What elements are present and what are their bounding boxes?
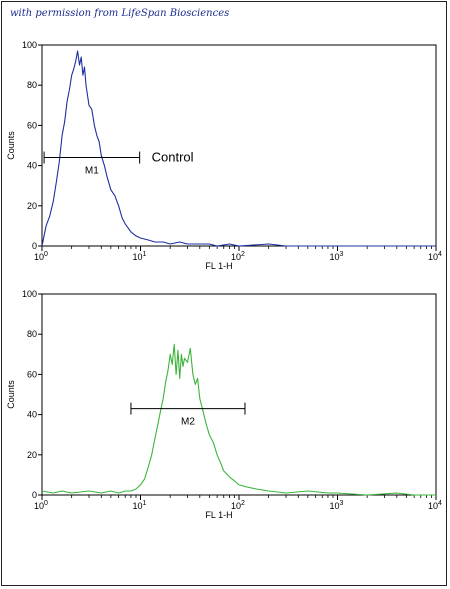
x-tick-exponent: 3 [340, 500, 344, 507]
y-tick-label: 100 [22, 40, 37, 50]
x-axis-label: FL 1-H [205, 510, 232, 520]
x-tick-label: 104 [428, 500, 442, 511]
x-tick-label: 103 [330, 251, 344, 262]
x-tick-exponent: 3 [340, 251, 344, 258]
x-tick-exponent: 0 [44, 500, 48, 507]
plot-area [41, 293, 437, 496]
x-tick-label: 102 [231, 251, 245, 262]
y-tick-label: 80 [27, 329, 37, 339]
y-tick-label: 40 [27, 410, 37, 420]
control-annotation: Control [152, 150, 194, 165]
x-tick-label: 101 [133, 251, 147, 262]
permission-note: with permission from LifeSpan Bioscience… [10, 8, 230, 19]
x-tick-label: 102 [231, 500, 245, 511]
x-tick-label: 100 [34, 251, 48, 262]
x-tick-label: 101 [133, 500, 147, 511]
x-axis-label: FL 1-H [205, 261, 232, 271]
x-tick-exponent: 4 [438, 251, 442, 258]
x-tick-exponent: 0 [44, 251, 48, 258]
histogram-line [41, 50, 436, 247]
x-tick-exponent: 1 [143, 251, 147, 258]
y-tick-label: 80 [27, 80, 37, 90]
y-tick-label: 100 [22, 289, 37, 299]
y-tick-label: 0 [32, 490, 37, 500]
x-tick-label: 104 [428, 251, 442, 262]
x-tick-label: 103 [330, 500, 344, 511]
y-tick-label: 60 [27, 369, 37, 379]
x-tick-exponent: 1 [143, 500, 147, 507]
y-tick-label: 40 [27, 161, 37, 171]
plot-area [41, 44, 437, 247]
y-axis-label: Counts [6, 131, 16, 160]
y-tick-label: 20 [27, 201, 37, 211]
y-axis-label: Counts [6, 380, 16, 409]
y-tick-label: 20 [27, 450, 37, 460]
y-tick-label: 60 [27, 120, 37, 130]
gate-label: M2 [181, 417, 195, 428]
histogram-line [41, 343, 436, 496]
y-tick-label: 0 [32, 241, 37, 251]
gate-label: M1 [85, 166, 99, 177]
x-tick-label: 100 [34, 500, 48, 511]
x-tick-exponent: 2 [241, 251, 245, 258]
x-tick-exponent: 4 [438, 500, 442, 507]
x-tick-exponent: 2 [241, 500, 245, 507]
